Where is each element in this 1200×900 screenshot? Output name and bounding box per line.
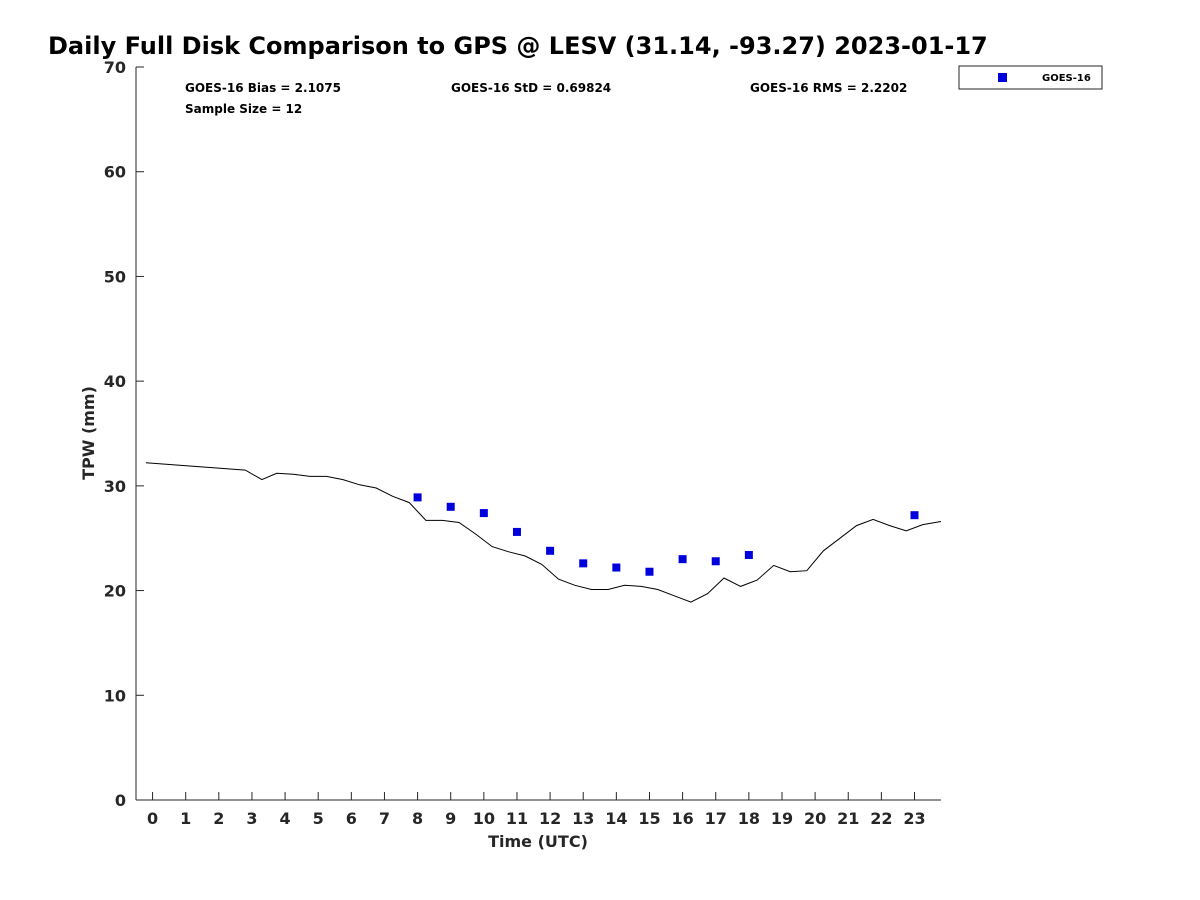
x-tick-label: 8 bbox=[412, 809, 423, 828]
x-tick-label: 18 bbox=[738, 809, 760, 828]
x-tick-label: 13 bbox=[572, 809, 594, 828]
y-tick-label: 60 bbox=[104, 163, 126, 182]
y-tick-label: 70 bbox=[104, 58, 126, 77]
data-point-goes-16 bbox=[413, 493, 422, 502]
x-tick-label: 16 bbox=[671, 809, 693, 828]
data-point-goes-16 bbox=[678, 555, 687, 564]
data-point-goes-16 bbox=[512, 527, 521, 536]
y-axis-label: TPW (mm) bbox=[79, 386, 98, 480]
x-tick-label: 1 bbox=[180, 809, 191, 828]
std-annotation: GOES-16 StD = 0.69824 bbox=[451, 81, 611, 95]
data-point-goes-16 bbox=[546, 546, 555, 555]
rms-annotation: GOES-16 RMS = 2.2202 bbox=[750, 81, 907, 95]
y-tick-label: 50 bbox=[104, 267, 126, 286]
y-tick-label: 20 bbox=[104, 582, 126, 601]
x-tick-label: 12 bbox=[539, 809, 561, 828]
y-tick-label: 0 bbox=[115, 791, 126, 810]
chart-title: Daily Full Disk Comparison to GPS @ LESV… bbox=[48, 32, 988, 60]
sample-size-annotation: Sample Size = 12 bbox=[185, 102, 302, 116]
data-point-goes-16 bbox=[612, 563, 621, 572]
bias-annotation: GOES-16 Bias = 2.1075 bbox=[185, 81, 341, 95]
x-tick-label: 10 bbox=[473, 809, 495, 828]
x-tick-label: 19 bbox=[771, 809, 793, 828]
y-tick-label: 30 bbox=[104, 477, 126, 496]
series-points-goes-16 bbox=[413, 493, 919, 576]
x-axis-ticks: 0 1 2 3 4 5 6 7 8 9 10 11 12 13 14 15 16 17 18 19 20 21 22 23 bbox=[147, 792, 926, 828]
x-tick-label: 23 bbox=[903, 809, 925, 828]
data-point-goes-16 bbox=[479, 509, 488, 518]
x-tick-label: 22 bbox=[870, 809, 892, 828]
x-tick-label: 2 bbox=[213, 809, 224, 828]
x-tick-label: 9 bbox=[445, 809, 456, 828]
y-axis-ticks: 0 10 20 30 40 50 60 70 bbox=[104, 58, 144, 810]
legend: GOES-16 bbox=[958, 65, 1103, 90]
x-tick-label: 17 bbox=[705, 809, 727, 828]
x-tick-label: 7 bbox=[379, 809, 390, 828]
data-point-goes-16 bbox=[579, 559, 588, 568]
data-point-goes-16 bbox=[446, 502, 455, 511]
y-tick-label: 10 bbox=[104, 686, 126, 705]
x-tick-label: 6 bbox=[346, 809, 357, 828]
data-point-goes-16 bbox=[910, 511, 919, 520]
x-tick-label: 5 bbox=[313, 809, 324, 828]
x-axis-label: Time (UTC) bbox=[488, 832, 588, 851]
x-tick-label: 20 bbox=[804, 809, 826, 828]
x-tick-label: 15 bbox=[638, 809, 660, 828]
y-tick-label: 40 bbox=[104, 372, 126, 391]
x-tick-label: 4 bbox=[280, 809, 291, 828]
legend-marker-goes-16 bbox=[998, 73, 1007, 82]
data-point-goes-16 bbox=[645, 567, 654, 576]
x-tick-label: 14 bbox=[605, 809, 627, 828]
data-point-goes-16 bbox=[711, 557, 720, 566]
series-line-gps bbox=[145, 462, 942, 603]
legend-box bbox=[958, 65, 1103, 90]
legend-label-goes-16: GOES-16 bbox=[1042, 73, 1091, 84]
x-tick-label: 0 bbox=[147, 809, 158, 828]
x-tick-label: 11 bbox=[506, 809, 528, 828]
x-tick-label: 3 bbox=[246, 809, 257, 828]
x-tick-label: 21 bbox=[837, 809, 859, 828]
data-point-goes-16 bbox=[744, 550, 753, 559]
